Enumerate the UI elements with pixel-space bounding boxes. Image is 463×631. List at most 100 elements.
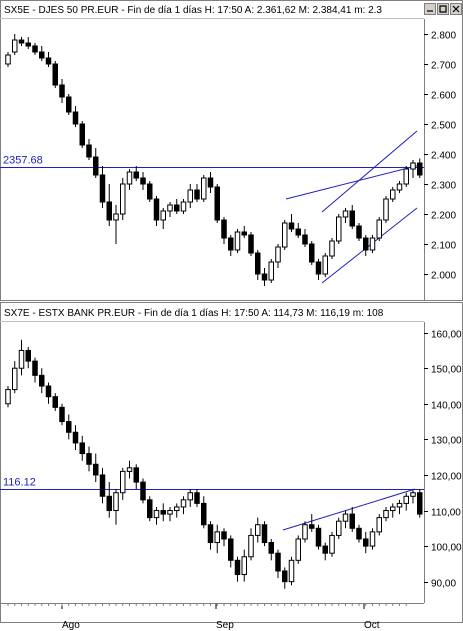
y-tick-label: 150,00 [431, 365, 462, 376]
candle [322, 253, 328, 277]
candle [241, 226, 247, 238]
candle [160, 208, 166, 229]
candle [255, 250, 261, 280]
candle-body [383, 510, 389, 519]
candle [234, 556, 241, 582]
candle-body [403, 495, 409, 504]
panel-sx7e-title: SX7E - ESTX BANK PR.EUR - Fin de día 1 d… [4, 308, 384, 319]
candle [140, 172, 146, 190]
candle-body [18, 39, 25, 44]
panel-sx5e-minimize-button[interactable] [424, 3, 436, 15]
candle [106, 482, 112, 518]
candle [207, 172, 214, 193]
candle-body [234, 231, 241, 251]
panel-sx5e-restore-button[interactable] [437, 3, 449, 15]
candle-body [329, 240, 335, 257]
candle-body [153, 510, 160, 519]
candle [72, 425, 79, 451]
candle-body [288, 222, 295, 230]
candle [133, 464, 139, 490]
candle [315, 524, 322, 550]
y-tick-label: 2.100 [431, 241, 456, 252]
candle-body [99, 474, 106, 497]
candle [214, 524, 220, 554]
candle-body [369, 237, 376, 251]
candle [261, 521, 268, 547]
candle [167, 506, 173, 522]
candle-body [248, 534, 254, 558]
candle [241, 549, 247, 582]
candle [221, 528, 227, 547]
candle-body [45, 57, 52, 65]
candle [180, 199, 187, 214]
candle [147, 181, 153, 202]
candle-body [410, 162, 416, 170]
candle [79, 121, 85, 148]
candle [194, 184, 200, 202]
candle [390, 503, 396, 518]
candle-body [187, 189, 193, 203]
candle [25, 346, 31, 369]
candle-body [295, 538, 301, 561]
y-tick-label: 140,00 [431, 401, 462, 412]
candle-body [180, 201, 187, 212]
candle-body [5, 54, 11, 65]
y-tick-label: 2.800 [431, 31, 456, 42]
candle-body [322, 545, 328, 554]
candle [376, 217, 382, 241]
panel-sx5e-close-button[interactable] [450, 3, 462, 15]
candle [32, 357, 38, 383]
candle-body [160, 510, 166, 515]
panel-sx5e-candles [5, 34, 423, 286]
candle-body [93, 156, 99, 176]
candle-body [201, 502, 207, 526]
candle-body [390, 189, 396, 200]
candle [133, 166, 139, 181]
candle-body [403, 168, 409, 185]
y-tick-label: 2.500 [431, 121, 456, 132]
candle-body [383, 198, 389, 221]
candle-body [255, 252, 261, 275]
candle [93, 453, 99, 483]
candle-body [261, 273, 268, 281]
candle [410, 489, 416, 504]
candle [315, 259, 322, 280]
candle [120, 178, 126, 220]
candle-body [12, 367, 18, 391]
candle [147, 496, 153, 522]
y-tick-label: 120,00 [431, 472, 462, 483]
candle-body [207, 177, 214, 188]
candle-body [275, 552, 281, 572]
candle-body [356, 527, 362, 540]
candle-body [99, 174, 106, 203]
candle [167, 202, 173, 217]
candle [403, 492, 409, 511]
candle-body [59, 406, 65, 423]
candle-body [66, 96, 72, 113]
candle [126, 460, 133, 479]
panel-sx7e-frame [0, 302, 463, 623]
candle-body [32, 45, 38, 53]
candle [342, 510, 349, 529]
candle [282, 220, 288, 250]
candle-body [282, 222, 288, 248]
candle [12, 34, 18, 55]
candle [45, 52, 52, 67]
candle-body [363, 237, 369, 251]
candle [39, 46, 45, 61]
candle-body [396, 502, 403, 508]
candle [369, 235, 376, 253]
y-tick-label: 90,00 [431, 579, 456, 590]
candle-body [396, 183, 403, 191]
y-tick-label: 2.000 [431, 271, 456, 282]
candle-body [59, 84, 65, 98]
candle [396, 181, 403, 193]
candle-body [221, 531, 227, 540]
close-icon [452, 5, 460, 13]
candle [106, 184, 112, 226]
candle-body [140, 177, 146, 185]
candle-body [369, 531, 376, 547]
candle-body [275, 246, 281, 263]
candle [349, 205, 355, 229]
